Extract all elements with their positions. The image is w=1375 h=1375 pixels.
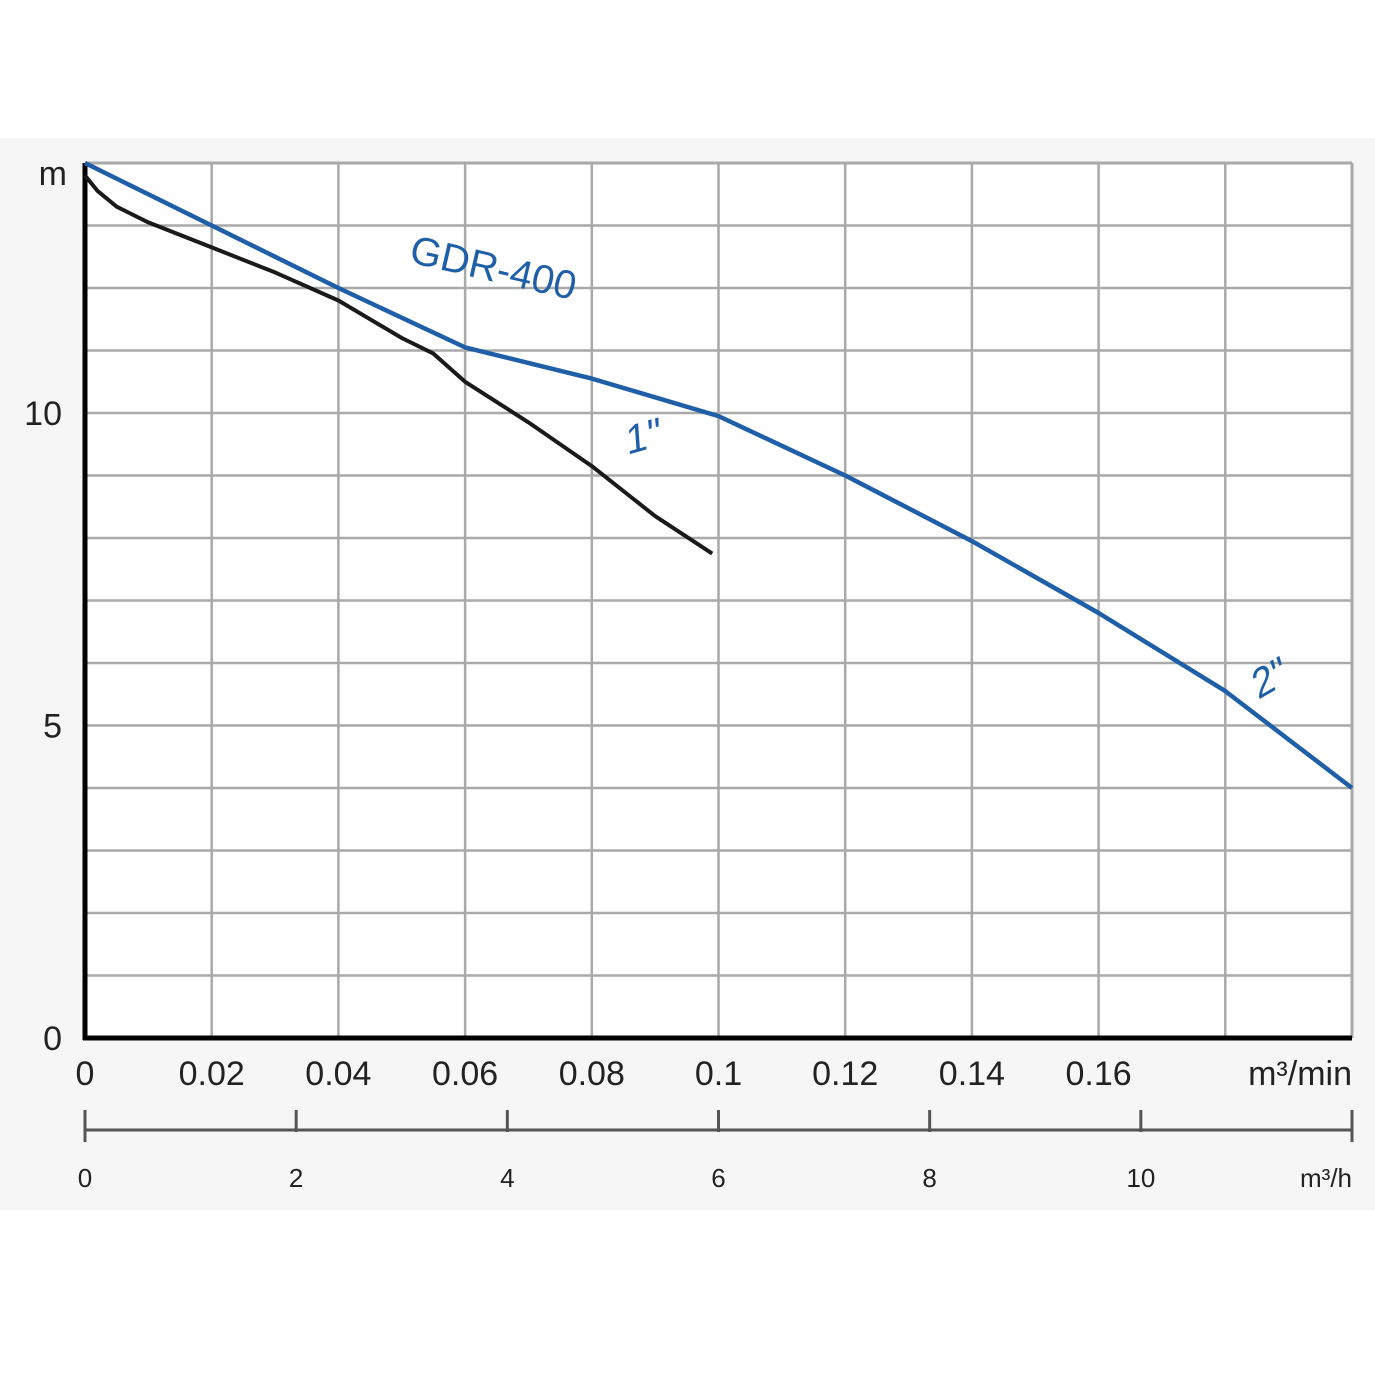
series-line-one-inch [83,174,714,556]
x-tick-label: 0.12 [812,1055,878,1093]
x-tick-label: 0.14 [939,1055,1005,1093]
x2-axis-label: m³/h [1300,1163,1352,1193]
y-tick-label: 5 [43,708,62,746]
x-axis-label: m³/min [1248,1055,1352,1093]
x-tick-label: 0.04 [305,1055,371,1093]
x-tick-label: 0.02 [179,1055,245,1093]
x2-tick-label: 8 [922,1163,936,1193]
y-tick-label: 10 [24,395,62,433]
x2-tick-label: 4 [500,1163,514,1193]
x-tick-label: 0.06 [432,1055,498,1093]
x2-tick-label: 6 [711,1163,725,1193]
series-line-two-inch [84,160,1354,790]
x-tick-label: 0 [76,1055,95,1093]
x-tick-label: 0.16 [1066,1055,1132,1093]
x2-tick-label: 0 [78,1163,92,1193]
x2-tick-label: 2 [289,1163,303,1193]
x-tick-label: 0.08 [559,1055,625,1093]
y-tick-label: 0 [43,1020,62,1058]
x2-tick-label: 10 [1126,1163,1155,1193]
series-label-one-inch: 1" [624,408,662,464]
x-tick-label: 0.1 [695,1055,742,1093]
y-axis-label: m [39,155,67,193]
